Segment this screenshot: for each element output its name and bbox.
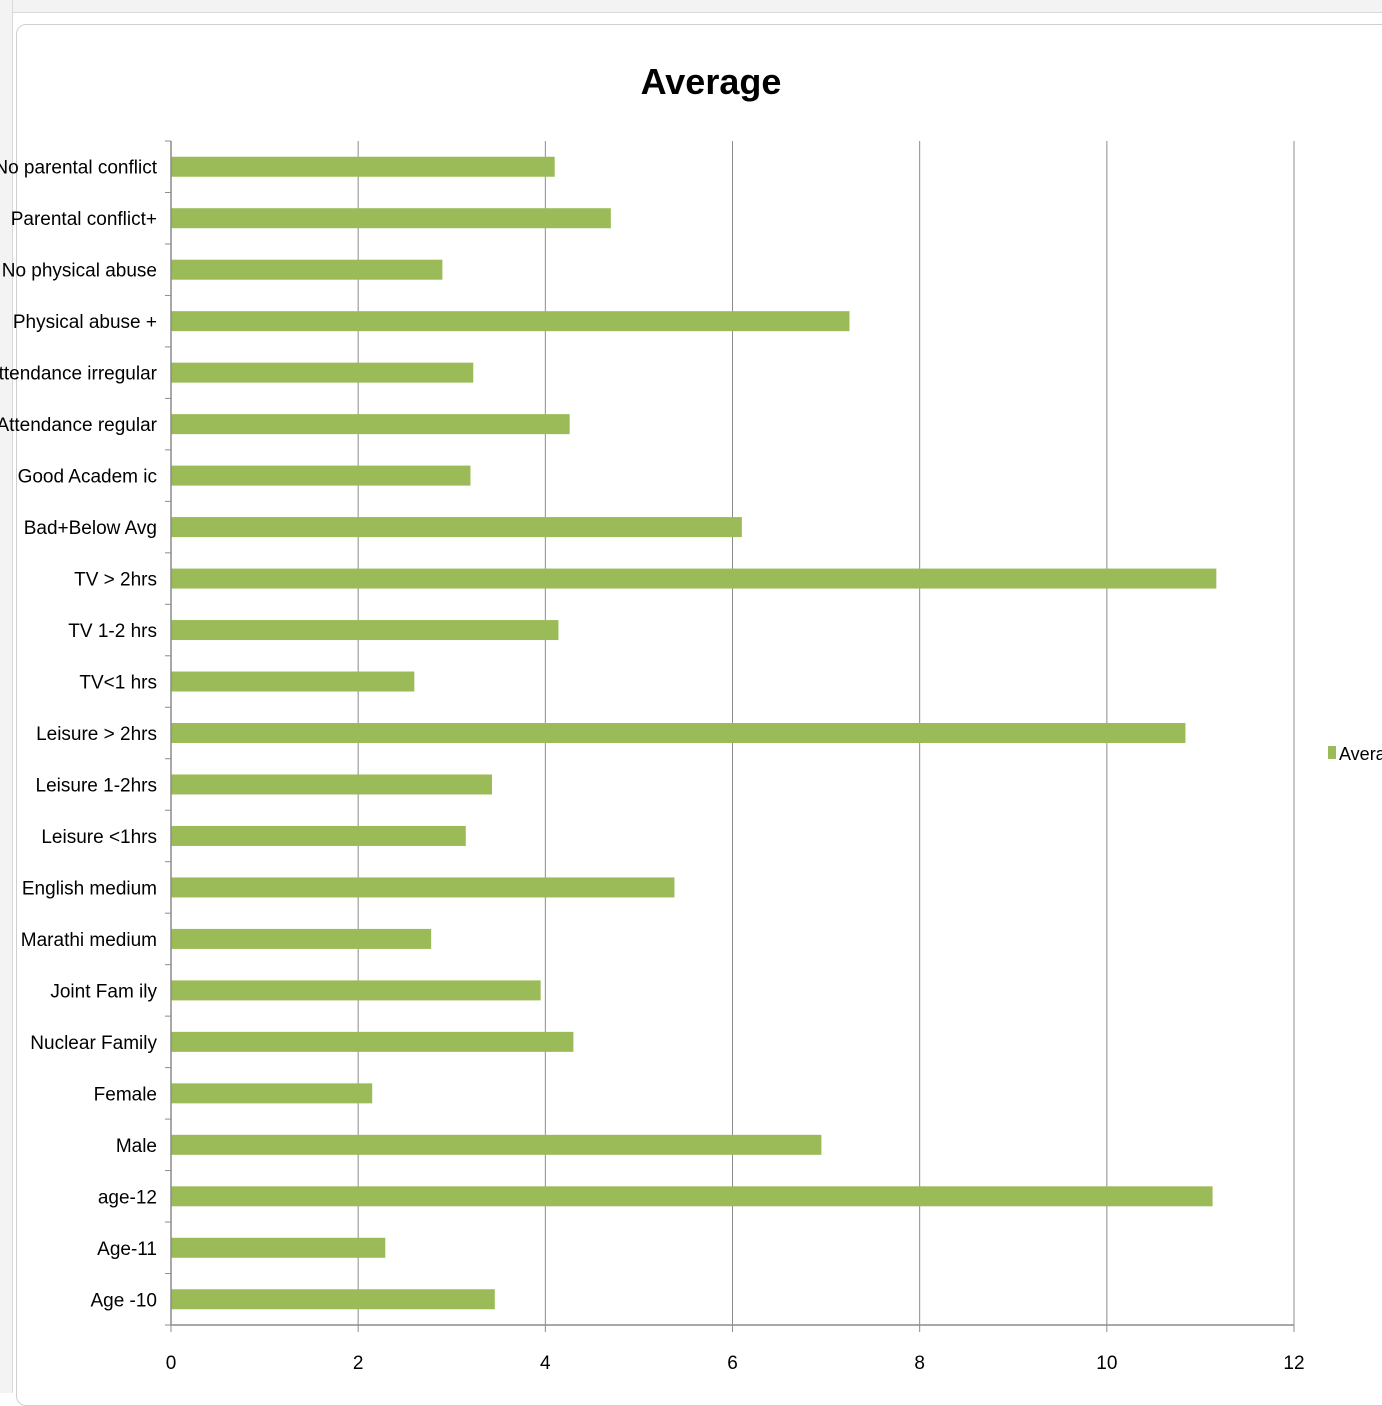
bar bbox=[171, 723, 1186, 743]
bars bbox=[171, 156, 1217, 1310]
category-label: Parental conflict+ bbox=[11, 209, 157, 230]
category-label: No physical abuse bbox=[2, 261, 157, 282]
category-label: Female bbox=[94, 1084, 157, 1105]
bar bbox=[171, 877, 675, 898]
x-tick-label: 8 bbox=[914, 1353, 925, 1374]
bar bbox=[171, 259, 443, 280]
bar bbox=[171, 980, 541, 1001]
legend: Averag bbox=[1328, 744, 1382, 764]
bar bbox=[171, 1031, 574, 1052]
x-tick-label: 6 bbox=[727, 1353, 738, 1374]
bar bbox=[171, 568, 1217, 589]
category-label: Physical abuse + bbox=[13, 312, 157, 333]
x-tick-label: 4 bbox=[540, 1353, 551, 1374]
category-label: Good Academ ic bbox=[18, 467, 157, 488]
category-label: Leisure <1hrs bbox=[41, 827, 157, 848]
category-label: TV<1 hrs bbox=[79, 673, 157, 694]
bar bbox=[171, 156, 555, 177]
category-label: Attendance regular bbox=[0, 415, 158, 436]
bar bbox=[171, 362, 474, 383]
window-top-strip bbox=[0, 0, 1382, 13]
category-label: Marathi medium bbox=[21, 930, 157, 951]
category-label: Leisure > 2hrs bbox=[36, 724, 157, 745]
axes bbox=[165, 140, 1295, 1332]
bar bbox=[171, 774, 492, 795]
x-tick-label: 12 bbox=[1283, 1353, 1304, 1374]
bar bbox=[171, 517, 742, 538]
category-label: Leisure 1-2hrs bbox=[36, 775, 157, 796]
bar bbox=[171, 928, 432, 949]
tick-labels: 0 2 4 6 8 10 12 bbox=[166, 1353, 1305, 1374]
x-tick-label: 0 bbox=[166, 1353, 177, 1374]
category-label: Age -10 bbox=[90, 1290, 157, 1311]
window-left-strip bbox=[0, 0, 13, 1393]
x-tick-label: 10 bbox=[1096, 1353, 1117, 1374]
category-label: Age-11 bbox=[97, 1239, 157, 1260]
bar bbox=[171, 1134, 822, 1155]
category-label: English medium bbox=[22, 878, 157, 899]
bar bbox=[171, 311, 850, 332]
legend-swatch bbox=[1328, 746, 1336, 759]
bar bbox=[171, 1237, 386, 1258]
bar bbox=[171, 1186, 1213, 1207]
bar bbox=[171, 1289, 495, 1310]
x-tick-label: 2 bbox=[353, 1353, 364, 1374]
chart-area[interactable] bbox=[16, 24, 1382, 1406]
category-label: Attendance irregular bbox=[0, 364, 158, 385]
category-label: Male bbox=[116, 1136, 157, 1157]
category-label: TV > 2hrs bbox=[74, 570, 157, 591]
bar bbox=[171, 208, 611, 229]
bar bbox=[171, 1083, 373, 1104]
category-label: Bad+Below Avg bbox=[24, 518, 157, 539]
bar bbox=[171, 671, 415, 692]
category-label: Nuclear Family bbox=[30, 1033, 157, 1054]
bar bbox=[171, 620, 559, 641]
category-label: TV 1-2 hrs bbox=[68, 621, 157, 642]
category-label: Joint Fam ily bbox=[50, 981, 157, 1002]
category-labels: No parental conflict Parental conflict+ No… bbox=[0, 158, 158, 1312]
bar bbox=[171, 825, 466, 846]
legend-label: Averag bbox=[1339, 744, 1382, 764]
bar bbox=[171, 465, 471, 486]
chart-title: Average bbox=[641, 61, 782, 102]
category-label: No parental conflict bbox=[0, 158, 158, 179]
category-label: age-12 bbox=[98, 1187, 157, 1208]
bar bbox=[171, 414, 570, 435]
